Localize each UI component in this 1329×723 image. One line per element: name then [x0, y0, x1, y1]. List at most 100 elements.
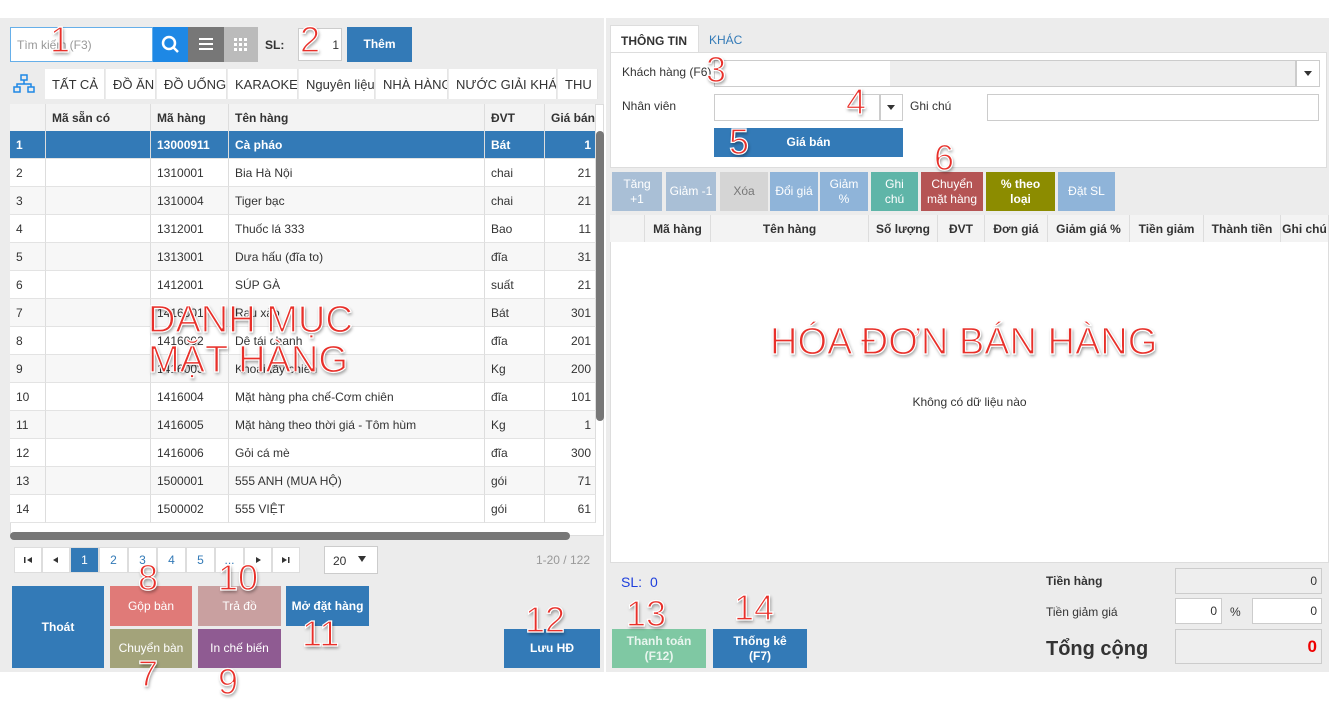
toolbar-button[interactable]: Đặt SL	[1058, 172, 1115, 211]
product-cell[interactable]: 1500001	[151, 467, 229, 495]
product-cell[interactable]: đĩa	[485, 327, 545, 355]
product-cell[interactable]: Mặt hàng theo thời giá - Tôm hùm	[229, 411, 485, 439]
pager-next[interactable]	[244, 547, 272, 573]
product-cell[interactable]: gói	[485, 495, 545, 523]
product-cell[interactable]: 2	[10, 159, 46, 187]
search-input[interactable]: Tìm kiếm (F3)	[10, 27, 153, 62]
action-button[interactable]: Trả đồ	[198, 586, 281, 626]
product-cell[interactable]: 1310004	[151, 187, 229, 215]
product-cell[interactable]	[46, 495, 151, 523]
category-tab[interactable]: Nguyên liệu	[299, 69, 375, 99]
product-cell[interactable]: suất	[485, 271, 545, 299]
product-cell[interactable]: 10	[10, 383, 46, 411]
product-cell[interactable]	[46, 355, 151, 383]
product-cell[interactable]: 7	[10, 299, 46, 327]
product-cell[interactable]: 555 ANH (MUA HỘ)	[229, 467, 485, 495]
product-cell[interactable]: 21	[545, 271, 596, 299]
product-cell[interactable]: SÚP GÀ	[229, 271, 485, 299]
toolbar-button[interactable]: Đổi giá	[770, 172, 818, 211]
product-cell[interactable]: 21	[545, 159, 596, 187]
product-cell[interactable]: Khoai tây chiên	[229, 355, 485, 383]
product-cell[interactable]: Rau xào	[229, 299, 485, 327]
category-tab[interactable]: ĐỒ UỐNG	[157, 69, 227, 99]
pay-button[interactable]: Thanh toán (F12)	[612, 629, 706, 668]
toolbar-button[interactable]: Giảm -1	[666, 172, 716, 211]
product-cell[interactable]: 1412001	[151, 271, 229, 299]
product-cell[interactable]	[46, 131, 151, 159]
toolbar-button[interactable]: Giảm %	[820, 172, 868, 211]
page-button[interactable]: 4	[157, 547, 186, 573]
product-cell[interactable]: 1416006	[151, 439, 229, 467]
product-cell[interactable]: 11	[10, 411, 46, 439]
product-cell[interactable]: 1416004	[151, 383, 229, 411]
product-cell[interactable]: 14	[10, 495, 46, 523]
product-cell[interactable]: đĩa	[485, 439, 545, 467]
category-tab[interactable]: NƯỚC GIẢI KHÁT	[449, 69, 557, 99]
product-cell[interactable]	[46, 187, 151, 215]
toolbar-button[interactable]: Tăng +1	[612, 172, 662, 211]
product-cell[interactable]: 3	[10, 187, 46, 215]
page-size[interactable]: 20	[324, 546, 378, 574]
product-cell[interactable]	[46, 411, 151, 439]
product-cell[interactable]	[46, 243, 151, 271]
list-view[interactable]	[188, 27, 224, 62]
category-tab[interactable]: NHÀ HÀNG	[376, 69, 448, 99]
customer-dropdown[interactable]	[1296, 60, 1320, 87]
product-cell[interactable]	[46, 327, 151, 355]
product-cell[interactable]: Dưa hấu (đĩa to)	[229, 243, 485, 271]
page-button[interactable]: 1	[70, 547, 99, 573]
product-cell[interactable]: gói	[485, 467, 545, 495]
product-cell[interactable]: 555 VIỆT	[229, 495, 485, 523]
product-cell[interactable]: 1	[545, 131, 596, 159]
action-button[interactable]: Gộp bàn	[110, 586, 192, 626]
staff-dropdown[interactable]	[880, 94, 903, 121]
product-cell[interactable]: 1416001	[151, 299, 229, 327]
toolbar-button[interactable]: Ghi chú	[871, 172, 918, 211]
product-cell[interactable]: 9	[10, 355, 46, 383]
category-tab[interactable]: KARAOKE	[228, 69, 298, 99]
product-cell[interactable]: 1500002	[151, 495, 229, 523]
toolbar-button[interactable]: Chuyển mặt hàng	[921, 172, 983, 211]
category-tab[interactable]: THU	[558, 69, 598, 99]
page-button[interactable]: 3	[128, 547, 157, 573]
product-cell[interactable]: 300	[545, 439, 596, 467]
product-cell[interactable]: 71	[545, 467, 596, 495]
discount-value[interactable]: 0	[1252, 598, 1322, 624]
product-cell[interactable]: Bát	[485, 131, 545, 159]
product-cell[interactable]: Cà pháo	[229, 131, 485, 159]
product-cell[interactable]: Kg	[485, 411, 545, 439]
product-cell[interactable]: 1416005	[151, 411, 229, 439]
product-cell[interactable]: 31	[545, 243, 596, 271]
action-button[interactable]: Lưu HĐ	[504, 629, 600, 668]
pager-prev[interactable]	[42, 547, 70, 573]
customer-input[interactable]	[714, 60, 1296, 87]
product-cell[interactable]: 301	[545, 299, 596, 327]
product-cell[interactable]: Gỏi cá mè	[229, 439, 485, 467]
product-cell[interactable]: chai	[485, 159, 545, 187]
page-button[interactable]: ...	[215, 547, 244, 573]
product-cell[interactable]: 1313001	[151, 243, 229, 271]
info-tab[interactable]: THÔNG TIN	[610, 25, 699, 52]
staff-select[interactable]	[714, 94, 880, 121]
product-cell[interactable]	[46, 467, 151, 495]
product-cell[interactable]: 1310001	[151, 159, 229, 187]
sl-input[interactable]: 1	[298, 28, 342, 61]
page-button[interactable]: 2	[99, 547, 128, 573]
product-cell[interactable]: chai	[485, 187, 545, 215]
category-tab[interactable]: TẤT CẢ	[45, 69, 105, 99]
product-cell[interactable]	[46, 271, 151, 299]
grid-view[interactable]	[224, 27, 258, 62]
product-cell[interactable]: 4	[10, 215, 46, 243]
product-cell[interactable]: 1	[10, 131, 46, 159]
product-cell[interactable]: 6	[10, 271, 46, 299]
action-button[interactable]: Chuyển bàn	[110, 629, 192, 668]
product-cell[interactable]: 12	[10, 439, 46, 467]
product-cell[interactable]: 1416003	[151, 355, 229, 383]
product-cell[interactable]: đĩa	[485, 243, 545, 271]
product-cell[interactable]: Mặt hàng pha chế-Cơm chiên	[229, 383, 485, 411]
search-button[interactable]	[153, 27, 188, 62]
product-cell[interactable]: 13	[10, 467, 46, 495]
product-cell[interactable]: Dê tái chanh	[229, 327, 485, 355]
product-cell[interactable]: 200	[545, 355, 596, 383]
product-cell[interactable]: Bia Hà Nội	[229, 159, 485, 187]
